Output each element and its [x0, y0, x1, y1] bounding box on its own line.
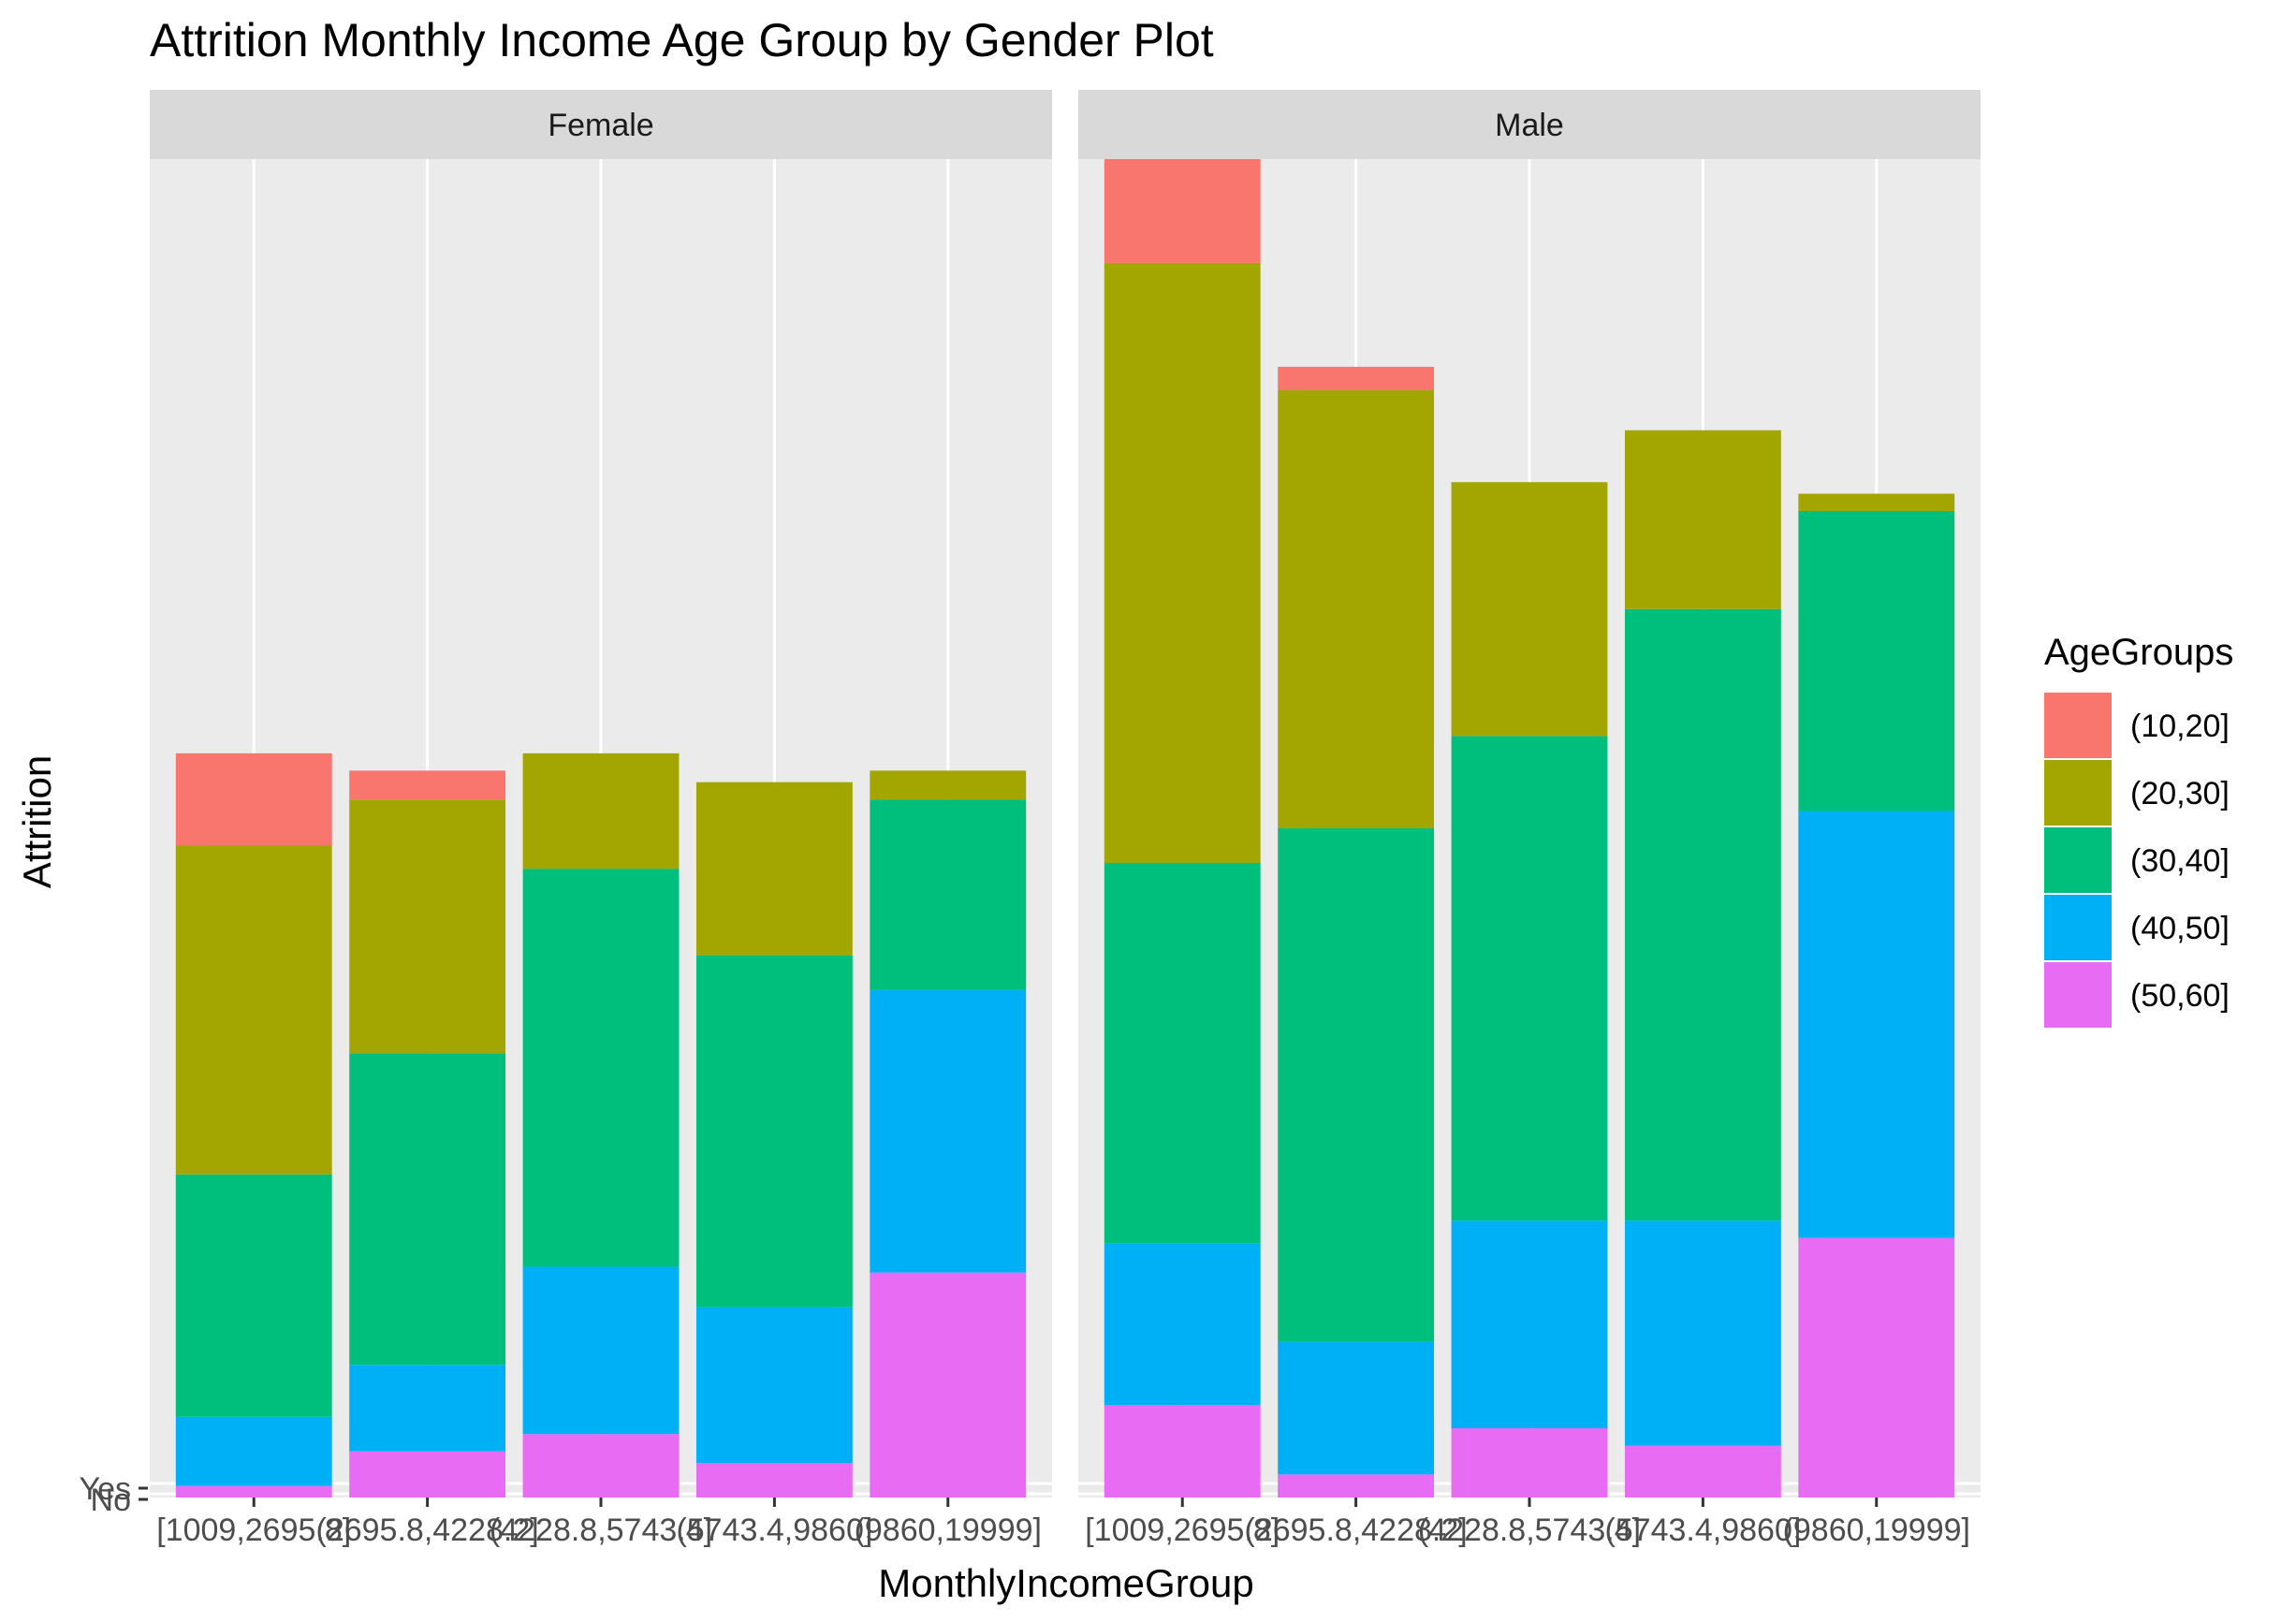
bar-female-3-30-40	[695, 955, 853, 1308]
x-axis-title: MonthlyIncomeGroup	[878, 1561, 1254, 1605]
bar-male-4-40-50	[1798, 811, 1955, 1238]
legend-key-20-30	[2044, 760, 2112, 826]
bar-female-1-20-30	[349, 799, 506, 1054]
bar-male-0-30-40	[1104, 862, 1261, 1244]
bar-male-1-30-40	[1278, 828, 1435, 1342]
facet-panels: Female[1009,2695.8](2695.8,4228.2](4228.…	[80, 90, 1981, 1548]
x-tick-label: [1009,2695.8]	[1085, 1512, 1280, 1548]
facet-strip-male	[1078, 90, 1981, 159]
bar-female-3-20-30	[695, 782, 853, 956]
bar-female-1-30-40	[349, 1053, 506, 1366]
bar-male-0-40-50	[1104, 1243, 1261, 1406]
bar-male-3-50-60	[1624, 1445, 1781, 1498]
legend-key-50-60	[2044, 962, 2112, 1028]
bar-male-0-20-30	[1104, 262, 1261, 863]
x-tick-label: (5743.4,9860]	[676, 1512, 872, 1548]
bar-female-4-50-60	[870, 1272, 1027, 1498]
bar-female-1-40-50	[349, 1365, 506, 1452]
bar-female-4-30-40	[870, 799, 1027, 990]
bar-male-3-30-40	[1624, 608, 1781, 1221]
bar-female-1-50-60	[349, 1451, 506, 1498]
chart-title: Attrition Monthly Income Age Group by Ge…	[150, 14, 1214, 66]
legend-key-10-20	[2044, 693, 2112, 758]
legend-title: AgeGroups	[2044, 632, 2233, 673]
bar-male-4-20-30	[1798, 493, 1955, 511]
facet-strip-label: Female	[548, 108, 653, 143]
legend-label: (40,50]	[2130, 911, 2230, 946]
bar-female-0-50-60	[175, 1485, 332, 1498]
bar-male-2-20-30	[1451, 482, 1608, 737]
bar-female-2-30-40	[522, 869, 680, 1267]
x-tick-label: (4228.8,5743.4]	[490, 1512, 712, 1548]
bar-female-2-40-50	[522, 1266, 680, 1435]
y-tick-label-no: No	[91, 1483, 131, 1518]
x-tick-label: (2695.8,4228.2]	[1245, 1512, 1468, 1548]
y-axis-title: Attrition	[15, 755, 59, 888]
facet-strip-female	[150, 90, 1052, 159]
bar-male-4-30-40	[1798, 510, 1955, 811]
bar-female-2-20-30	[522, 753, 680, 869]
legend-key-40-50	[2044, 895, 2112, 960]
facet-panel-female: Female [1009,2695.8](2695.8,4228.2](4228.…	[150, 90, 1052, 1548]
x-tick-label: (9860,19999]	[855, 1512, 1042, 1548]
bar-male-0-50-60	[1104, 1405, 1261, 1498]
x-tick-label: (5743.4,9860]	[1604, 1512, 1801, 1548]
x-tick-label: (9860,19999]	[1783, 1512, 1970, 1548]
bar-female-3-50-60	[695, 1463, 853, 1498]
bar-female-0-30-40	[175, 1174, 332, 1417]
bar-male-3-40-50	[1624, 1220, 1781, 1446]
legend-label: (50,60]	[2130, 978, 2230, 1014]
bar-male-1-10-20	[1278, 366, 1435, 390]
bar-female-1-10-20	[349, 770, 506, 800]
legend: AgeGroups (10,20] (20,30] (30,40] (40,50] (5…	[2044, 632, 2233, 1028]
x-tick-label: (2695.8,4228.2]	[316, 1512, 539, 1548]
bar-male-2-30-40	[1451, 736, 1608, 1221]
bar-female-4-20-30	[870, 770, 1027, 800]
bar-female-2-50-60	[522, 1434, 680, 1498]
bar-female-4-40-50	[870, 989, 1027, 1273]
legend-label: (30,40]	[2130, 843, 2230, 879]
legend-label: (10,20]	[2130, 709, 2230, 744]
bar-female-3-40-50	[695, 1307, 853, 1464]
x-tick-label: [1009,2695.8]	[156, 1512, 351, 1548]
bar-male-2-40-50	[1451, 1220, 1608, 1429]
bar-male-1-40-50	[1278, 1341, 1435, 1475]
bar-female-0-40-50	[175, 1416, 332, 1486]
facet-panel-male: Male [1009,2695.8](2695.8,4228.2](4228.8,…	[1078, 90, 1981, 1548]
x-tick-label: (4228.8,5743.4]	[1418, 1512, 1641, 1548]
legend-key-30-40	[2044, 827, 2112, 893]
bar-male-1-20-30	[1278, 389, 1435, 828]
bar-male-0-10-20	[1104, 159, 1261, 263]
bar-female-0-10-20	[175, 753, 332, 846]
bar-male-2-50-60	[1451, 1428, 1608, 1498]
bar-male-1-50-60	[1278, 1474, 1435, 1498]
y-tick-label-yes: Yes	[80, 1471, 131, 1507]
facet-strip-label: Male	[1495, 108, 1564, 143]
bar-male-3-20-30	[1624, 430, 1781, 609]
bar-male-4-50-60	[1798, 1237, 1955, 1498]
bar-female-0-20-30	[175, 845, 332, 1175]
legend-label: (20,30]	[2130, 776, 2230, 811]
